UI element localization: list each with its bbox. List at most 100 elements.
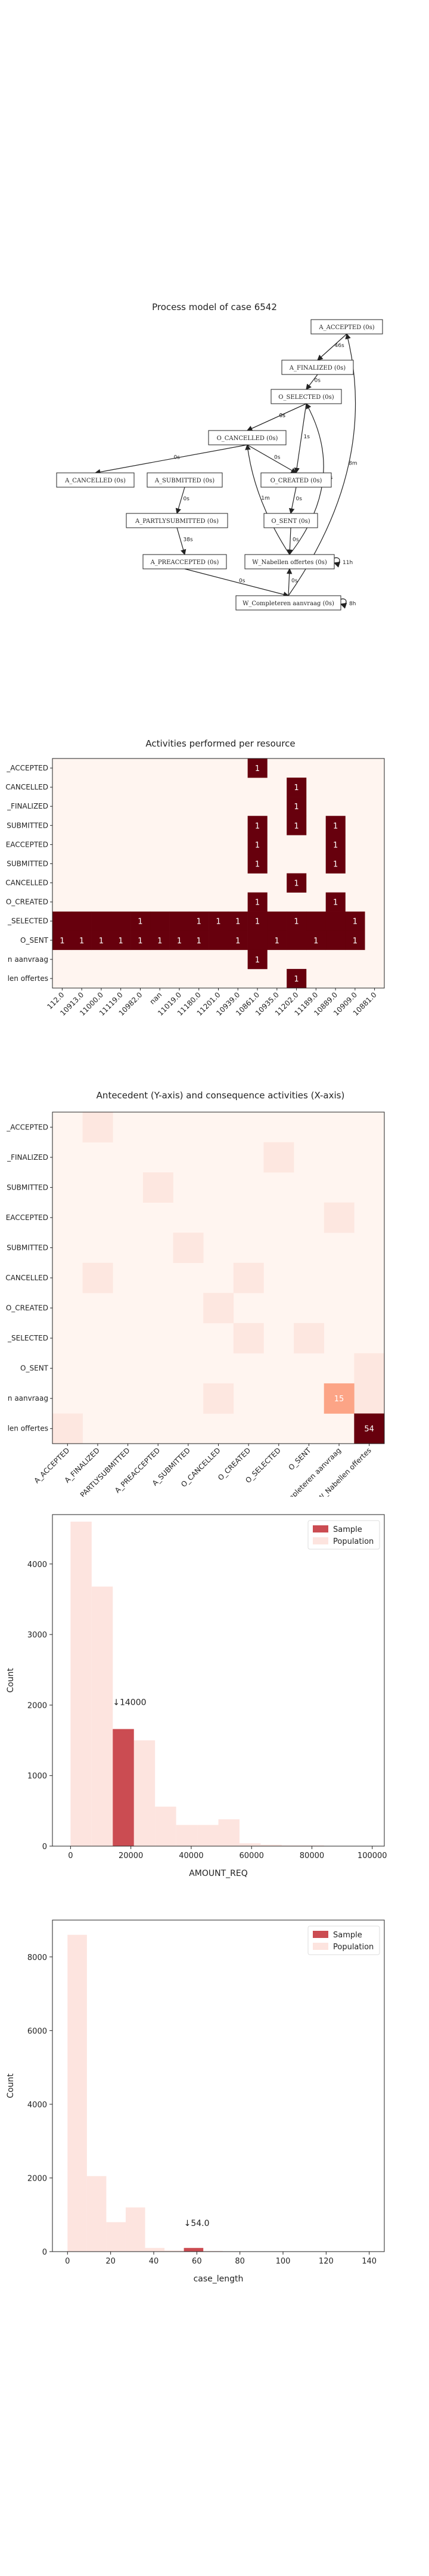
- heatmap-cell: 1: [287, 911, 307, 931]
- heatmap-cell: 1: [150, 930, 170, 950]
- process-edge: 0s: [287, 527, 299, 556]
- process-node: O_CREATED (0s): [260, 472, 332, 488]
- x-tick-label: 100000: [358, 1852, 387, 1860]
- heatmap-cell: [233, 1262, 264, 1293]
- heatmap-cell: 1: [345, 930, 365, 950]
- heatmap-row-label: EACCEPTED: [6, 840, 48, 849]
- y-tick-label: 0: [42, 1843, 47, 1852]
- process-node: A_SUBMITTED (0s): [147, 472, 223, 488]
- heatmap-cell: 54: [354, 1413, 385, 1444]
- heatmap-cell-value: 1: [235, 937, 240, 946]
- process-node: W_Completeren aanvraag (0s): [235, 595, 341, 611]
- legend-label-population: Population: [333, 1943, 374, 1952]
- x-tick-label: 20: [105, 2257, 116, 2266]
- heatmap-cell: [233, 1323, 264, 1354]
- heatmap-cell-value: 1: [333, 860, 338, 869]
- heatmap-row-label: O_CREATED: [6, 898, 48, 906]
- population-bar: [125, 2207, 145, 2252]
- antecedent-heatmap-title: Antecedent (Y-axis) and consequence acti…: [97, 1090, 345, 1101]
- process-edge: 0s: [246, 403, 307, 431]
- heatmap-cell-value: 1: [333, 899, 338, 908]
- sample-annotation: ↓54.0: [184, 2219, 210, 2228]
- process-edge: 0s: [288, 487, 302, 515]
- population-bar: [91, 1586, 113, 1846]
- heatmap-cell-value: 1: [138, 918, 142, 927]
- x-tick-label: 40: [149, 2257, 159, 2266]
- heatmap-cell-value: 1: [216, 918, 220, 927]
- process-edge: 0s: [286, 568, 298, 596]
- heatmap-cell: [91, 911, 111, 931]
- population-bar: [218, 1819, 240, 1846]
- heatmap-cell-value: 1: [235, 918, 240, 927]
- heatmap-row-label: n aanvraag: [8, 1394, 48, 1402]
- population-bar: [145, 2247, 165, 2252]
- x-tick-label: 140: [362, 2257, 377, 2266]
- process-model-title: Process model of case 6542: [152, 302, 277, 312]
- process-node-label: W_Completeren aanvraag (0s): [243, 600, 334, 607]
- process-edge-label: 1s: [304, 434, 310, 440]
- population-bar: [86, 2176, 107, 2252]
- process-edge: 0s: [94, 444, 248, 475]
- process-node-label: O_CREATED (0s): [271, 478, 322, 484]
- heatmap-cell: 1: [91, 930, 111, 950]
- heatmap-cell: [354, 1383, 385, 1414]
- process-edge: 11h: [333, 557, 353, 568]
- heatmap-cell-value: 54: [364, 1425, 374, 1434]
- heatmap-cell: 1: [169, 930, 189, 950]
- population-bar: [260, 1844, 282, 1846]
- heatmap-row-label: EACCEPTED: [6, 1213, 48, 1222]
- y-axis-label: Count: [6, 1668, 15, 1693]
- heatmap-column-label: nan: [148, 990, 163, 1006]
- heatmap-cell: [267, 911, 287, 931]
- heatmap-cell-value: 1: [333, 841, 338, 850]
- process-edge-label: 8m: [349, 461, 358, 467]
- heatmap-cell-value: 1: [353, 937, 358, 946]
- heatmap-cell: [203, 1293, 234, 1324]
- process-edge-label: 0s: [274, 455, 281, 461]
- heatmap-cell-value: 1: [157, 937, 162, 946]
- resource-heatmap-title: Activities performed per resource: [145, 738, 295, 749]
- process-node-label: O_SENT (0s): [271, 518, 310, 525]
- caselen-histogram-panel: 0 20 40 60 80 100 120 140 0 2000 4000 6000 8000 case_…: [0, 1908, 429, 2314]
- process-node-label: A_CANCELLED (0s): [64, 478, 126, 484]
- heatmap-cell-value: 1: [294, 880, 299, 888]
- population-bar: [106, 2222, 126, 2252]
- heatmap-cell: 1: [111, 930, 131, 950]
- heatmap-cell: 1: [287, 797, 307, 816]
- y-tick-label: 1000: [27, 1772, 47, 1781]
- heatmap-cell-value: 1: [294, 975, 299, 984]
- y-tick-label: 0: [42, 2248, 47, 2257]
- heatmap-cell: [72, 911, 92, 931]
- x-tick-label: 40000: [179, 1852, 203, 1860]
- heatmap-cell-value: 1: [79, 937, 84, 946]
- population-bar: [203, 2250, 223, 2252]
- population-bar: [155, 1806, 176, 1846]
- process-node-label: O_CANCELLED (0s): [217, 435, 278, 442]
- heatmap-cell-value: 1: [255, 956, 260, 965]
- x-tick-label: 60: [192, 2257, 202, 2266]
- process-edge: 0s: [306, 374, 321, 390]
- heatmap-cell: 1: [287, 873, 307, 893]
- heatmap-cell: 1: [287, 968, 307, 989]
- heatmap-cell: [354, 1353, 385, 1384]
- y-tick-label: 6000: [27, 2027, 47, 2036]
- process-node-label: W_Nabellen offertes (0s): [252, 559, 327, 566]
- population-bar: [176, 1825, 198, 1846]
- process-edge-label: 0s: [279, 413, 286, 419]
- process-node: O_SENT (0s): [263, 513, 318, 528]
- heatmap-row-label: CANCELLED: [5, 879, 48, 887]
- process-edge: 0s: [247, 444, 297, 473]
- population-bar: [70, 1521, 92, 1846]
- x-tick-label: 80: [235, 2257, 245, 2266]
- heatmap-cell: [52, 1413, 83, 1444]
- heatmap-cell-value: 1: [255, 822, 260, 831]
- process-model-panel: Process model of case 6542 46s 0s 0s 0s 0s 0s…: [0, 292, 429, 662]
- heatmap-cell: [324, 1202, 355, 1233]
- heatmap-cell: [169, 911, 189, 931]
- heatmap-row-label: O_SENT: [20, 936, 49, 945]
- heatmap-cell: 1: [345, 911, 365, 931]
- process-node: A_PARTLYSUBMITTED (0s): [126, 513, 228, 528]
- heatmap-row-label: _SELECTED: [7, 1334, 48, 1342]
- heatmap-row-label: len offertes: [8, 974, 48, 983]
- heatmap-cell-value: 1: [255, 841, 260, 850]
